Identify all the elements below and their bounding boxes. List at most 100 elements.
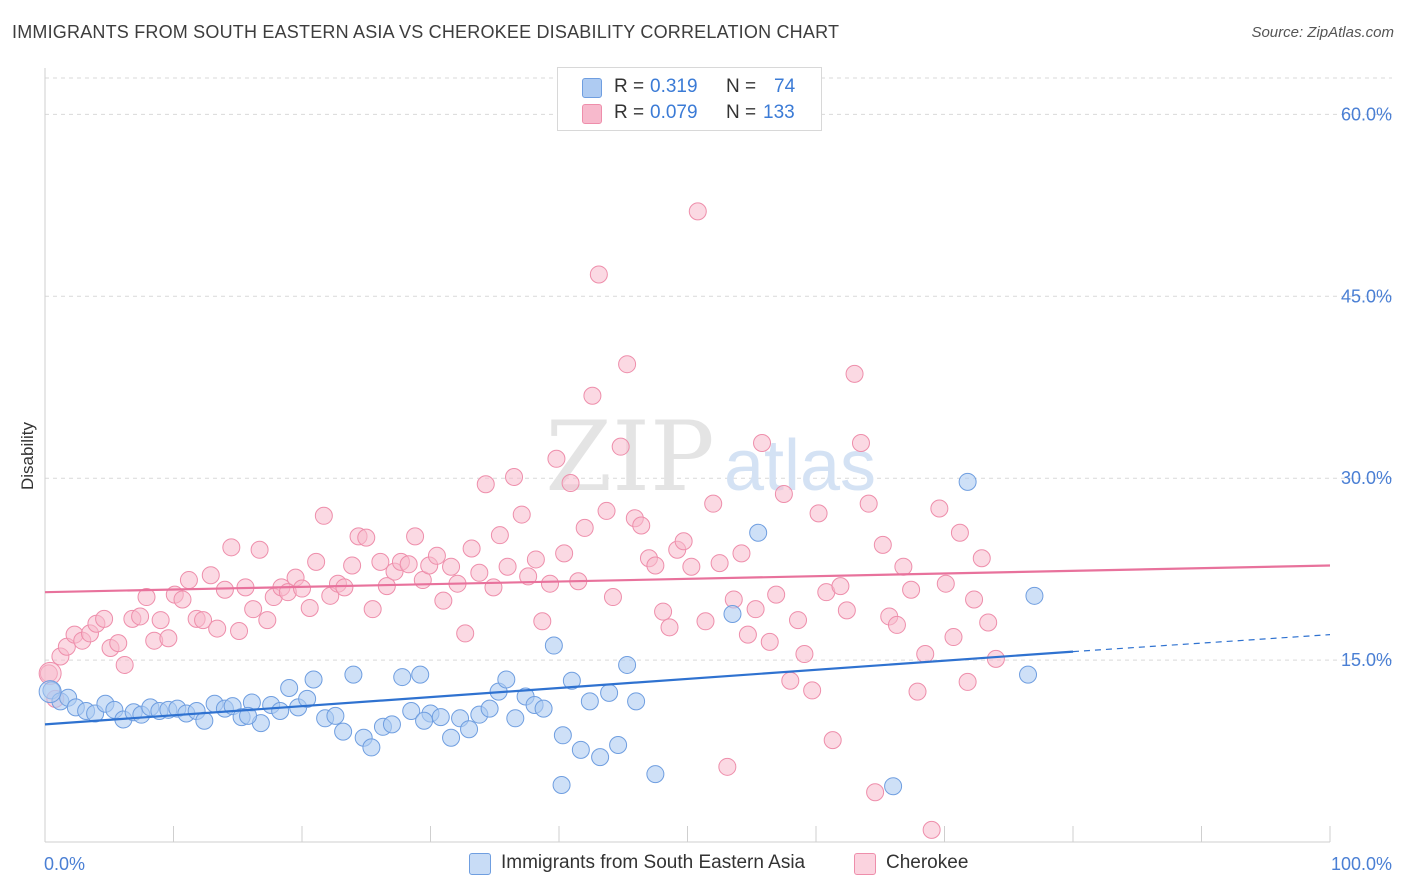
cherokee-point bbox=[781, 671, 800, 690]
cherokee-point bbox=[490, 526, 509, 545]
cherokee-point bbox=[688, 202, 707, 221]
cherokee-point bbox=[618, 355, 637, 374]
cherokee-point bbox=[561, 474, 580, 493]
sea-point bbox=[239, 706, 258, 725]
sea-point bbox=[195, 711, 214, 730]
cherokee-point bbox=[873, 535, 892, 554]
cherokee-point bbox=[293, 579, 311, 598]
sea-point bbox=[562, 671, 581, 690]
sea-point bbox=[344, 665, 363, 684]
cherokee-point bbox=[442, 557, 461, 576]
sea-point bbox=[600, 683, 619, 702]
sea-point bbox=[506, 709, 525, 728]
legend-swatch-blue bbox=[582, 78, 602, 98]
cherokee-point bbox=[851, 434, 870, 453]
cherokee-point bbox=[767, 585, 786, 604]
sea-point bbox=[749, 523, 768, 542]
legend-r-label: R = bbox=[614, 102, 645, 123]
chart-title: IMMIGRANTS FROM SOUTH EASTERN ASIA VS CH… bbox=[12, 22, 840, 42]
cherokee-point bbox=[555, 544, 574, 563]
cherokee-point bbox=[512, 505, 531, 524]
cherokee-point bbox=[399, 555, 418, 574]
cherokee-point bbox=[753, 434, 772, 453]
cherokee-point bbox=[208, 619, 227, 638]
cherokee-point bbox=[646, 556, 665, 575]
bottom-legend-label-sea: Immigrants from South Eastern Asia bbox=[501, 852, 806, 873]
legend-n-value: 74 bbox=[774, 76, 796, 97]
cherokee-point bbox=[936, 574, 955, 593]
cherokee-point bbox=[789, 611, 808, 630]
cherokee-point bbox=[526, 550, 545, 569]
legend-r-label: R = bbox=[614, 76, 645, 97]
sea-point bbox=[280, 678, 299, 697]
sea-point bbox=[497, 670, 516, 689]
sea-point bbox=[534, 699, 553, 718]
sea-point bbox=[480, 699, 499, 718]
cherokee-point bbox=[109, 634, 128, 653]
cherokee-point bbox=[406, 527, 425, 546]
cherokee-point bbox=[427, 546, 446, 565]
cherokee-point bbox=[965, 590, 984, 609]
y-tick-label: 30.0% bbox=[1341, 468, 1392, 488]
cherokee-point bbox=[533, 612, 552, 631]
sea-point bbox=[958, 472, 977, 491]
cherokee-point bbox=[179, 571, 198, 590]
cherokee-point bbox=[250, 540, 269, 559]
cherokee-point bbox=[837, 601, 856, 620]
cherokee-point bbox=[979, 613, 998, 632]
sea-trend-extension bbox=[1072, 634, 1331, 653]
sea-point bbox=[460, 720, 479, 739]
cherokee-point bbox=[363, 600, 382, 619]
cherokee-point bbox=[916, 645, 935, 664]
cherokee-point bbox=[831, 577, 850, 596]
sea-point bbox=[402, 702, 421, 721]
cherokee-point bbox=[674, 532, 693, 551]
sea-point bbox=[442, 728, 461, 747]
cherokee-point bbox=[654, 602, 673, 621]
sea-point bbox=[1025, 586, 1044, 605]
sea-point bbox=[884, 777, 903, 796]
legend-n-label: N = bbox=[726, 102, 757, 123]
sea-point bbox=[38, 680, 62, 704]
cherokee-point bbox=[611, 437, 630, 456]
cherokee-point bbox=[547, 449, 566, 468]
sea-point bbox=[304, 670, 323, 689]
cherokee-point bbox=[335, 578, 354, 597]
sea-point bbox=[415, 711, 434, 730]
cherokee-point bbox=[151, 611, 170, 630]
sea-point bbox=[411, 665, 430, 684]
sea-trend-line bbox=[44, 650, 1074, 726]
cherokee-point bbox=[597, 501, 616, 520]
cherokee-point bbox=[908, 682, 927, 701]
legend-n-value: 133 bbox=[763, 102, 795, 123]
cherokee-point bbox=[859, 494, 878, 513]
cherokee-point bbox=[95, 609, 114, 628]
cherokee-point bbox=[738, 625, 757, 644]
sea-points bbox=[38, 472, 1044, 796]
legend-n-label: N = bbox=[726, 76, 757, 97]
cherokee-point bbox=[484, 578, 503, 597]
cherokee-point bbox=[343, 556, 362, 575]
sea-point bbox=[544, 636, 563, 655]
cherokee-point bbox=[244, 600, 263, 619]
cherokee-point bbox=[660, 618, 679, 637]
cherokee-point bbox=[470, 563, 489, 582]
cherokee-points bbox=[38, 202, 1005, 839]
cherokee-point bbox=[944, 628, 963, 647]
bottom-legend-label-cherokee: Cherokee bbox=[886, 852, 969, 873]
cherokee-point bbox=[159, 629, 178, 648]
sea-point bbox=[362, 738, 381, 757]
y-tick-label: 60.0% bbox=[1341, 104, 1392, 124]
cherokee-point bbox=[575, 518, 594, 537]
cherokee-point bbox=[803, 681, 822, 700]
cherokee-point bbox=[986, 649, 1005, 668]
sea-point bbox=[552, 776, 571, 795]
cherokee-point bbox=[887, 615, 906, 634]
cherokee-point bbox=[505, 467, 524, 486]
cherokee-point bbox=[194, 611, 213, 630]
grid-lines bbox=[45, 77, 1392, 661]
watermark-atlas: atlas bbox=[724, 426, 876, 506]
cherokee-point bbox=[682, 557, 701, 576]
trend-lines bbox=[44, 564, 1331, 726]
